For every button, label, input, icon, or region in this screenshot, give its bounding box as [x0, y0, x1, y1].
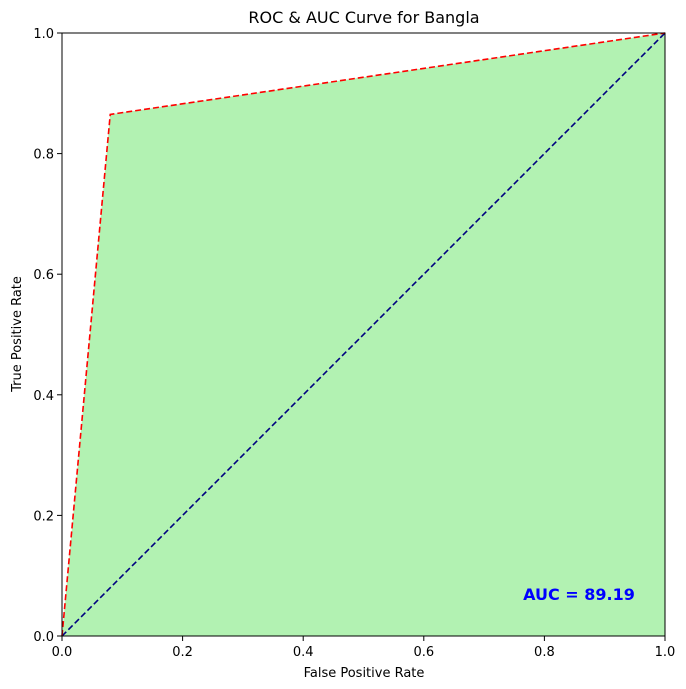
x-tick-label: 0.8: [534, 645, 555, 660]
x-tick-label: 0.4: [293, 645, 314, 660]
axes-frame: [61, 32, 666, 637]
y-tick-label: 1.0: [33, 27, 54, 42]
plot-area: 0.0 0.2 0.4 0.6 0.8 1.0 0.0 0.2 0.4 0.6 0.8 1.0 AUC …: [33, 27, 675, 660]
x-tick-label: 0.6: [413, 645, 434, 660]
y-tick-label: 0.8: [33, 148, 54, 163]
y-tick-label: 0.2: [33, 509, 54, 524]
y-tick-label: 0.6: [33, 268, 54, 283]
x-axis-label: False Positive Rate: [304, 666, 425, 681]
x-tick-label: 0.2: [172, 645, 193, 660]
roc-curve-line: [61, 32, 666, 637]
y-axis-label: True Positive Rate: [10, 276, 25, 393]
auc-annotation: AUC = 89.19: [523, 585, 635, 604]
x-tick-label: 0.0: [52, 645, 73, 660]
chart-title: ROC & AUC Curve for Bangla: [248, 8, 479, 27]
chance-diagonal-line: [61, 32, 666, 637]
y-tick-label: 0.4: [33, 389, 54, 404]
x-tick-label: 1.0: [655, 645, 676, 660]
y-tick-label: 0.0: [33, 630, 54, 645]
